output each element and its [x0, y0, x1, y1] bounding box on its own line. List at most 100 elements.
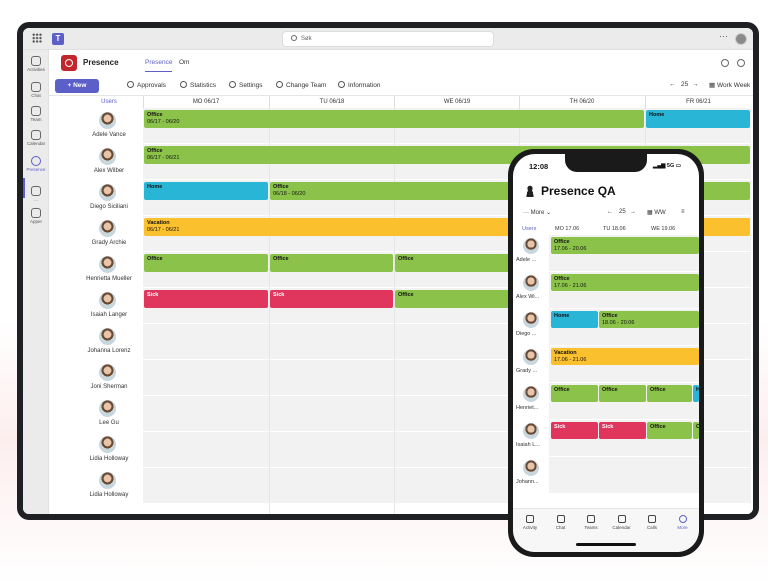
globe-icon[interactable]: [737, 59, 745, 67]
phone-presence-event[interactable]: Sick: [599, 422, 646, 439]
presence-event[interactable]: Sick: [270, 290, 393, 308]
more-options-icon[interactable]: ···: [719, 31, 728, 41]
phone-view-selector[interactable]: ▦ WW: [647, 210, 666, 216]
phone-presence-event[interactable]: Office 17.06 - 20.06: [551, 237, 699, 254]
settings-button[interactable]: Settings: [229, 81, 263, 89]
avatar: [99, 436, 116, 453]
phone-presence-event[interactable]: Office: [647, 422, 692, 439]
event-label: Office: [147, 256, 163, 262]
presence-event[interactable]: Office 06/17 - 06/20: [144, 110, 644, 128]
presence-event[interactable]: Office: [395, 254, 518, 272]
view-selector[interactable]: ▦ Work Week: [709, 81, 750, 89]
presence-event[interactable]: Home: [144, 182, 268, 200]
event-label: Office: [398, 292, 414, 298]
phone-presence-event[interactable]: Ho: [693, 385, 699, 402]
user-name: Henrietta Mueller: [86, 276, 132, 282]
avatar: [99, 220, 116, 237]
event-label: Office: [398, 256, 414, 262]
phone-nav-item-5[interactable]: More: [668, 515, 698, 530]
phone-presence-event[interactable]: Office 18.06 - 20.06: [599, 311, 699, 328]
phone-day-header: MO 17.06: [555, 226, 580, 232]
phone-app-title: Presence QA: [541, 184, 616, 198]
presence-event[interactable]: Home: [646, 110, 750, 128]
information-button[interactable]: Information: [338, 81, 381, 89]
approvals-button[interactable]: Approvals: [127, 81, 166, 89]
phone-icon: [648, 515, 656, 523]
phone-more-button[interactable]: ··· More ⌄: [523, 210, 552, 216]
phone-presence-event[interactable]: Home: [551, 311, 598, 328]
week-number: 25: [681, 81, 689, 88]
phone-calendar-row[interactable]: [549, 457, 699, 493]
presence-event[interactable]: Sick: [144, 290, 268, 308]
phone-event-label: Sick: [602, 424, 614, 430]
apps-icon: [31, 208, 41, 218]
tab-presence[interactable]: Presence: [145, 59, 173, 72]
statistics-button[interactable]: Statistics: [180, 81, 216, 89]
phone-event-label: Vacation: [554, 350, 577, 356]
phone-user-name: Grady ...: [516, 368, 538, 374]
phone-users-header: Users: [522, 226, 537, 232]
phone-presence-event[interactable]: Office: [551, 385, 598, 402]
refresh-icon[interactable]: [721, 59, 729, 67]
phone-filter-icon[interactable]: ≡: [681, 209, 685, 215]
phone-presence-event[interactable]: Office: [599, 385, 646, 402]
rail-item-3[interactable]: Calendar: [23, 130, 49, 146]
rail-item-4[interactable]: Presence: [23, 156, 49, 172]
event-dates: 06/18 - 06/20: [273, 191, 306, 197]
next-week-arrow-icon[interactable]: →: [692, 81, 699, 88]
phone-avatar: [523, 423, 539, 439]
phone-nav-item-3[interactable]: Calendar: [607, 515, 637, 530]
teams-top-bar: T Søk ···: [23, 28, 753, 50]
phone-nav-item-4[interactable]: Calls: [637, 515, 667, 530]
rail-item-label: Chat: [31, 93, 41, 98]
avatar: [99, 148, 116, 165]
approvals-label: Approvals: [137, 82, 166, 89]
phone-user-name: Henriet...: [516, 405, 539, 411]
phone-user-name: Diego ...: [516, 331, 537, 337]
presence-app-logo-icon: [61, 55, 77, 71]
presence-event[interactable]: Office: [144, 254, 268, 272]
phone-nav-item-1[interactable]: Chat: [546, 515, 576, 530]
phone-event-label: Sick: [554, 424, 566, 430]
search-input[interactable]: Søk: [282, 31, 494, 47]
rail-item-0[interactable]: Activities: [23, 56, 49, 72]
change-team-button[interactable]: Change Team: [276, 81, 326, 89]
event-dates: 06/17 - 06/21: [147, 227, 180, 233]
profile-avatar[interactable]: [735, 33, 747, 45]
presence-event[interactable]: Office: [270, 254, 393, 272]
phone-user-name: Adele ...: [516, 257, 537, 263]
phone-presence-event[interactable]: Sick: [551, 422, 598, 439]
presence-event[interactable]: Office: [395, 290, 518, 308]
phone-nav-item-0[interactable]: Activity: [515, 515, 545, 530]
statistics-label: Statistics: [190, 82, 217, 89]
phone-nav-label: Teams: [584, 525, 598, 530]
phone-presence-event[interactable]: Of: [693, 422, 699, 439]
event-dates: 06/17 - 06/21: [147, 155, 180, 161]
rail-item-label: Activities: [27, 67, 45, 72]
phone-prev-week-icon[interactable]: ←: [607, 209, 613, 215]
rail-item-5[interactable]: ...: [23, 186, 49, 202]
phone-event-label: Office: [602, 387, 618, 393]
phone-presence-event[interactable]: Vacation 17.06 - 21.06: [551, 348, 699, 365]
prev-week-arrow-icon[interactable]: ←: [669, 81, 676, 88]
tab-om[interactable]: Om: [179, 59, 190, 66]
new-button[interactable]: + New: [55, 79, 99, 93]
phone-presence-event[interactable]: Office: [647, 385, 692, 402]
phone-presence-event[interactable]: Office 17.06 - 21.06: [551, 274, 699, 291]
avatar: [99, 292, 116, 309]
phone-avatar: [523, 275, 539, 291]
phone-nav-item-2[interactable]: Teams: [576, 515, 606, 530]
day-header: MO 06/17: [143, 96, 268, 108]
phone-next-week-icon[interactable]: →: [630, 209, 636, 215]
phone-event-label: Office: [554, 276, 570, 282]
app-header: Presence Presence Om: [49, 50, 753, 76]
app-launcher-icon[interactable]: [32, 33, 42, 43]
rail-item-1[interactable]: Chat: [23, 82, 49, 98]
chat-icon: [31, 82, 41, 92]
rail-item-2[interactable]: Team: [23, 106, 49, 122]
rail-item-6[interactable]: Apper: [23, 208, 49, 224]
day-header: WE 06/19: [394, 96, 519, 108]
phone-event-label: Office: [554, 239, 570, 245]
avatar: [99, 400, 116, 417]
event-label: Sick: [147, 292, 159, 298]
